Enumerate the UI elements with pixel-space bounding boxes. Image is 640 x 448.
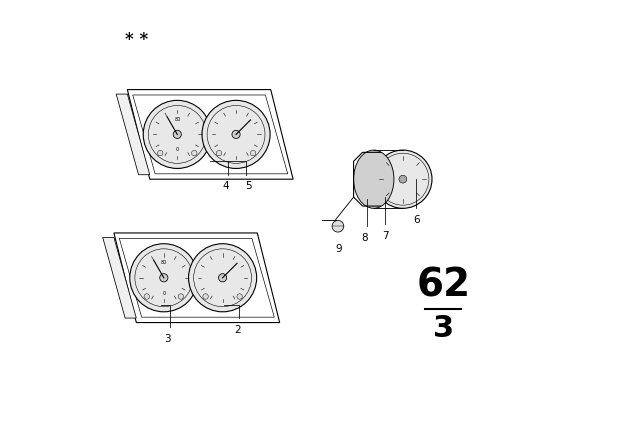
Text: 6: 6 [413,215,420,225]
Circle shape [130,244,198,312]
Text: 62: 62 [416,267,470,305]
Circle shape [160,274,168,282]
Circle shape [218,274,227,282]
Polygon shape [103,237,136,318]
Circle shape [232,130,240,138]
Text: 4: 4 [223,181,229,191]
Circle shape [216,151,221,156]
Circle shape [237,294,243,299]
Text: 3: 3 [433,314,454,343]
Ellipse shape [353,150,394,208]
Text: 9: 9 [335,244,342,254]
Circle shape [144,294,150,299]
Circle shape [143,100,211,168]
Text: 3: 3 [164,334,171,344]
Circle shape [202,100,270,168]
Text: 0: 0 [163,291,165,296]
Text: 7: 7 [381,231,388,241]
Circle shape [250,151,256,156]
Circle shape [399,175,407,183]
Circle shape [178,294,184,299]
Circle shape [189,244,257,312]
Circle shape [203,294,208,299]
Circle shape [157,151,163,156]
Text: 80: 80 [161,260,167,265]
Text: * *: * * [125,31,148,48]
Text: 5: 5 [245,181,252,191]
Circle shape [332,220,344,232]
Text: 8: 8 [362,233,368,243]
Circle shape [173,130,181,138]
Text: 80: 80 [174,116,180,121]
Circle shape [191,151,197,156]
Text: 0: 0 [176,147,179,152]
Polygon shape [116,94,150,175]
Text: 2: 2 [234,325,241,335]
Circle shape [374,150,432,208]
